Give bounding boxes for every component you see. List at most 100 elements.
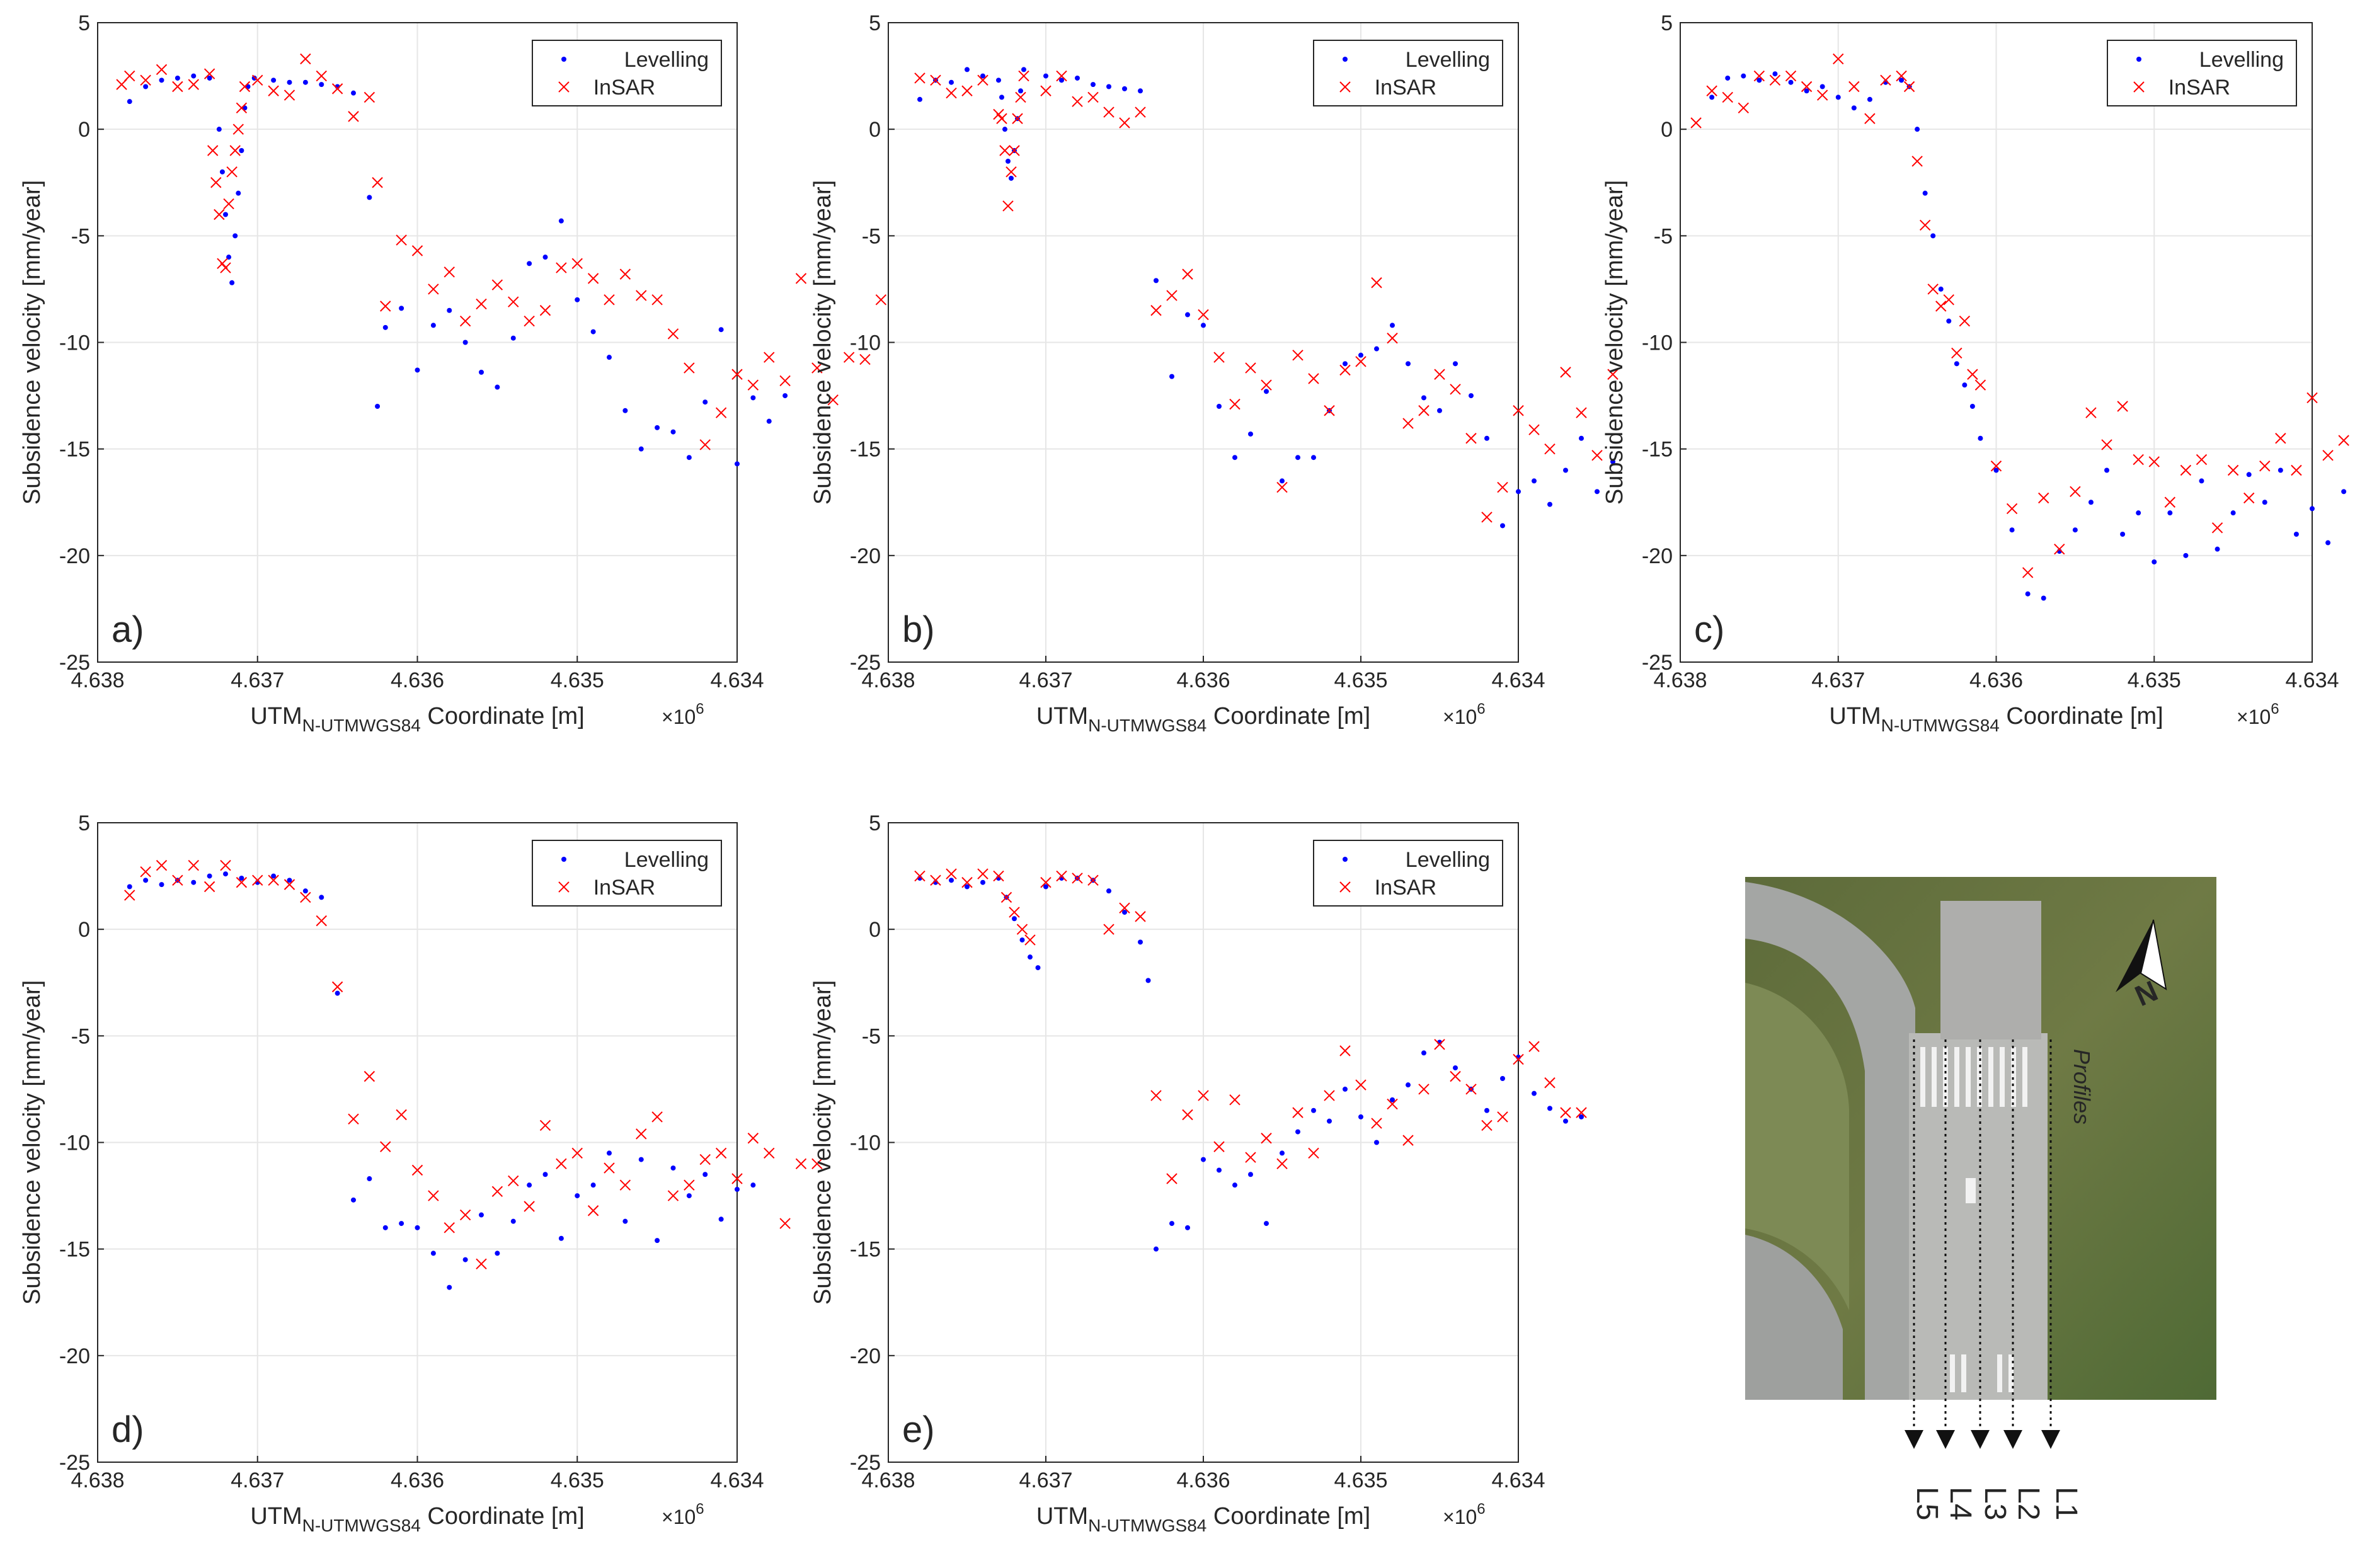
levelling-point (462, 340, 468, 345)
x-axis-label: UTMN-UTMWGS84 Coordinate [m] (250, 1503, 584, 1535)
panel-label: b) (902, 609, 935, 650)
insar-point (1018, 70, 1029, 82)
insar-point (364, 91, 375, 103)
levelling-point (302, 888, 308, 894)
levelling-point (1610, 459, 1615, 464)
y-tick-label: -5 (862, 224, 881, 248)
insar-point (188, 79, 199, 90)
insar-point (1927, 283, 1939, 295)
x-axis-label-tail: Coordinate [m] (1206, 703, 1370, 730)
levelling-point (1484, 1107, 1489, 1113)
insar-point (1943, 294, 1954, 306)
insar-point (699, 439, 711, 450)
y-tick-label: -25 (850, 1451, 881, 1475)
insar-point (914, 72, 925, 84)
levelling-point (527, 1182, 532, 1188)
x-tick-label: 4.638 (1653, 668, 1707, 692)
insar-point (587, 273, 599, 284)
y-tick-label: -15 (59, 1238, 90, 1262)
levelling-point (1019, 937, 1025, 943)
y-tick-label: 5 (1661, 11, 1673, 35)
insar-point (316, 915, 327, 927)
levelling-point (510, 1218, 516, 1224)
insar-point (1135, 106, 1146, 118)
insar-point (2291, 464, 2302, 476)
levelling-point (351, 1197, 356, 1203)
insar-point (1135, 911, 1146, 922)
insar-point (380, 1141, 391, 1152)
insar-point (210, 177, 222, 188)
insar-point (1919, 219, 1931, 231)
insar-point (491, 279, 503, 290)
insar-point (2101, 439, 2112, 450)
insar-point (2322, 450, 2334, 461)
levelling-point (2199, 478, 2204, 484)
levelling-point (1390, 1097, 1395, 1102)
levelling-point (980, 73, 985, 79)
y-tick-label: 5 (869, 11, 881, 35)
y-tick-label: -25 (59, 1451, 90, 1475)
levelling-point (1938, 286, 1944, 292)
x-axis-label: UTMN-UTMWGS84 Coordinate [m] (1036, 1503, 1370, 1535)
levelling-point (1145, 978, 1151, 983)
levelling-point (430, 323, 436, 328)
legend-levelling-label: Levelling (624, 48, 709, 72)
y-tick-label: -10 (59, 1131, 90, 1155)
insar-point (2243, 492, 2255, 504)
insar-point (914, 870, 925, 882)
insar-point (977, 868, 988, 879)
levelling-point (351, 90, 356, 96)
insar-point (1387, 333, 1398, 344)
levelling-point (1295, 455, 1300, 461)
x-tick-label: 4.635 (1334, 668, 1387, 692)
insar-point (684, 362, 695, 374)
levelling-point (607, 1150, 612, 1156)
x-axis-label-sub: N-UTMWGS84 (1088, 716, 1206, 735)
insar-point (715, 1147, 727, 1159)
x-axis-label-sub: N-UTMWGS84 (302, 1516, 421, 1535)
panel-label: c) (1694, 609, 1724, 650)
insar-point (239, 81, 251, 93)
levelling-point (2325, 540, 2331, 546)
insar-point (1198, 309, 1209, 321)
levelling-point (1922, 190, 1928, 196)
profile-label: L4 (1944, 1487, 1977, 1520)
levelling-point (1280, 1150, 1285, 1156)
insar-point (795, 1158, 807, 1170)
insar-point (1911, 156, 1923, 167)
levelling-point (750, 395, 756, 401)
insar-point (779, 375, 791, 387)
insar-point (1371, 277, 1382, 289)
y-tick-label: 0 (869, 918, 881, 942)
x-tick-label: 4.636 (391, 668, 444, 692)
levelling-point (1374, 346, 1379, 352)
legend-box (2107, 40, 2297, 106)
x-axis-label: UTMN-UTMWGS84 Coordinate [m] (1036, 703, 1370, 735)
north-arrow-icon (2116, 919, 2167, 992)
levelling-point (1899, 77, 1905, 83)
y-tick-label: -20 (59, 1344, 90, 1368)
levelling-point (319, 82, 324, 88)
levelling-point (1579, 1114, 1584, 1119)
levelling-point (965, 884, 970, 890)
y-tick-label: -10 (850, 1131, 881, 1155)
levelling-point (1563, 467, 1568, 473)
x-tick-label: 4.637 (231, 1468, 284, 1492)
levelling-point (607, 355, 612, 360)
insar-point (651, 1111, 663, 1123)
legend-levelling-marker (1343, 57, 1348, 62)
insar-point (1229, 1094, 1241, 1106)
levelling-point (2120, 532, 2126, 537)
series-insar (914, 868, 1587, 1184)
insar-point (764, 1147, 775, 1159)
levelling-point (1264, 389, 1269, 394)
levelling-point (1930, 233, 1936, 239)
levelling-point (191, 879, 197, 885)
insar-point (1229, 398, 1241, 410)
insar-point (428, 1190, 439, 1201)
insar-point (1213, 352, 1225, 363)
insar-point (996, 113, 1007, 124)
insar-point (2338, 435, 2349, 446)
axes-box (97, 22, 738, 663)
levelling-point (251, 75, 257, 81)
